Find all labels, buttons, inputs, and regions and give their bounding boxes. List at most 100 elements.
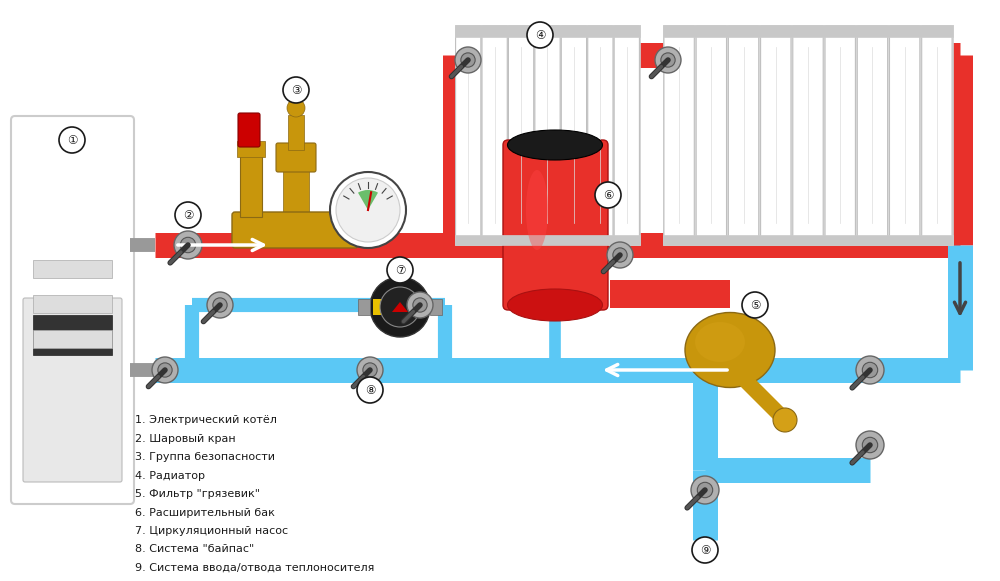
Circle shape [613, 248, 627, 262]
Text: 9. Система ввода/отвода теплоносителя: 9. Система ввода/отвода теплоносителя [135, 563, 374, 573]
Text: ①: ① [67, 134, 77, 146]
FancyBboxPatch shape [761, 26, 791, 244]
Circle shape [856, 431, 884, 459]
FancyBboxPatch shape [857, 26, 888, 244]
FancyBboxPatch shape [696, 26, 727, 244]
Text: 1. Электрический котёл: 1. Электрический котёл [135, 415, 277, 425]
FancyBboxPatch shape [535, 26, 560, 244]
FancyBboxPatch shape [456, 26, 481, 244]
Circle shape [607, 242, 633, 268]
Circle shape [461, 53, 475, 67]
Bar [237, 141, 265, 157]
FancyBboxPatch shape [503, 140, 608, 310]
Bar [663, 25, 953, 245]
FancyBboxPatch shape [664, 26, 694, 244]
Bar [455, 235, 640, 245]
Circle shape [697, 482, 713, 498]
FancyBboxPatch shape [825, 26, 855, 244]
FancyBboxPatch shape [482, 26, 507, 244]
Bar [455, 25, 640, 245]
Circle shape [773, 408, 797, 432]
Circle shape [655, 47, 681, 73]
Circle shape [856, 356, 884, 384]
FancyBboxPatch shape [614, 26, 639, 244]
Circle shape [661, 53, 675, 67]
FancyBboxPatch shape [11, 116, 134, 504]
Bar [288, 115, 304, 150]
Circle shape [158, 363, 172, 377]
Circle shape [174, 231, 202, 259]
Circle shape [692, 537, 718, 563]
FancyBboxPatch shape [793, 26, 823, 244]
Bar [283, 150, 309, 220]
Circle shape [862, 437, 878, 453]
Text: ④: ④ [535, 28, 545, 41]
Wedge shape [358, 190, 378, 210]
Bar [455, 25, 640, 37]
Circle shape [413, 298, 427, 312]
Text: ⑥: ⑥ [603, 188, 613, 202]
Circle shape [407, 292, 433, 318]
Text: 4. Радиатор: 4. Радиатор [135, 471, 205, 480]
FancyBboxPatch shape [728, 26, 759, 244]
Circle shape [330, 172, 406, 248]
Text: ⑤: ⑤ [750, 299, 760, 311]
Text: 7. Циркуляционный насос: 7. Циркуляционный насос [135, 526, 288, 536]
Ellipse shape [508, 130, 602, 160]
Bar [240, 145, 262, 217]
Circle shape [59, 127, 85, 153]
FancyBboxPatch shape [889, 26, 920, 244]
FancyBboxPatch shape [232, 212, 358, 248]
Circle shape [455, 47, 481, 73]
Circle shape [283, 77, 309, 103]
Circle shape [691, 476, 719, 504]
Circle shape [380, 287, 420, 327]
FancyBboxPatch shape [508, 26, 534, 244]
Text: ②: ② [183, 209, 193, 221]
Text: 6. Расширительный бак: 6. Расширительный бак [135, 507, 275, 518]
Bar [350, 218, 368, 230]
Bar [33, 295, 112, 313]
Circle shape [213, 298, 227, 312]
Circle shape [357, 377, 383, 403]
Ellipse shape [695, 322, 745, 362]
Circle shape [207, 292, 233, 318]
Text: ③: ③ [291, 84, 301, 96]
Circle shape [595, 182, 621, 208]
FancyBboxPatch shape [238, 113, 260, 147]
Circle shape [357, 357, 383, 383]
Bar [610, 280, 730, 308]
Text: 3. Группа безопасности: 3. Группа безопасности [135, 452, 275, 462]
Circle shape [527, 22, 553, 48]
Polygon shape [392, 302, 408, 312]
Text: 8. Система "байпас": 8. Система "байпас" [135, 544, 254, 554]
Text: ⑦: ⑦ [395, 264, 405, 277]
Circle shape [180, 237, 196, 253]
Circle shape [387, 257, 413, 283]
Circle shape [152, 357, 178, 383]
Circle shape [363, 363, 377, 377]
Ellipse shape [508, 289, 602, 321]
Circle shape [742, 292, 768, 318]
FancyBboxPatch shape [561, 26, 587, 244]
Text: 2. Шаровый кран: 2. Шаровый кран [135, 433, 236, 443]
Ellipse shape [685, 313, 775, 388]
Text: ⑨: ⑨ [700, 543, 710, 557]
Bar [33, 330, 112, 348]
Bar [373, 299, 427, 315]
Text: ⑧: ⑧ [365, 383, 375, 396]
Bar [33, 315, 112, 355]
Circle shape [862, 363, 878, 378]
Ellipse shape [526, 170, 548, 250]
Bar [33, 260, 112, 278]
Circle shape [175, 202, 201, 228]
FancyBboxPatch shape [588, 26, 613, 244]
FancyBboxPatch shape [276, 143, 316, 172]
Text: 5. Фильтр "грязевик": 5. Фильтр "грязевик" [135, 489, 260, 499]
Circle shape [287, 99, 305, 117]
FancyBboxPatch shape [922, 26, 952, 244]
FancyBboxPatch shape [23, 298, 122, 482]
Bar [663, 235, 953, 245]
Bar [430, 299, 442, 315]
Circle shape [370, 277, 430, 337]
